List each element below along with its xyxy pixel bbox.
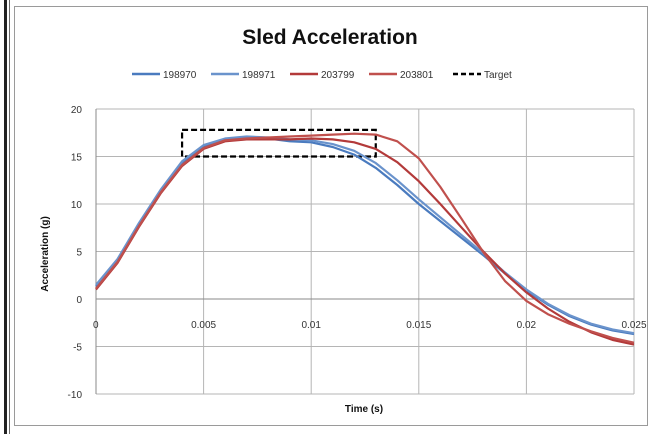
x-tick-label: 0 [93,320,99,331]
series-line-198971 [95,135,635,335]
legend-label: 198971 [242,70,276,81]
legend: 198970 198971 203799 203801 Target [132,70,512,81]
legend-label: 203799 [321,70,355,81]
legend-label: 203801 [400,70,434,81]
x-tick-label: 0.015 [406,320,431,331]
left-border-rule [4,0,7,434]
chart-area [14,6,648,426]
legend-label: Target [484,70,512,81]
y-tick-label: 0 [76,295,82,306]
y-axis-label: Acceleration (g) [40,216,51,292]
series-lines [95,132,635,346]
x-tick-label: 0.025 [621,320,646,331]
y-tick-label: -10 [68,390,83,401]
gridlines [95,108,635,395]
x-tick-label: 0.02 [517,320,537,331]
x-tick-label: 0.01 [301,320,321,331]
x-axis-label: Time (s) [345,404,383,415]
x-tick-label: 0.005 [191,320,216,331]
tick-labels: -10 -5 0 5 10 15 20 0 0.005 0.01 0.015 0.02 0.025 [68,105,647,401]
chart-title: Sled Acceleration [242,26,417,49]
target-rect [180,128,377,158]
series-line-203801 [95,132,635,344]
y-tick-label: 5 [76,248,82,259]
y-tick-label: 20 [71,105,83,116]
y-tick-label: -5 [73,343,82,354]
left-border-rule-thin [9,0,10,434]
target-box [180,128,377,158]
y-tick-label: 15 [71,153,83,164]
y-tick-label: 10 [71,200,83,211]
legend-label: 198970 [163,70,197,81]
